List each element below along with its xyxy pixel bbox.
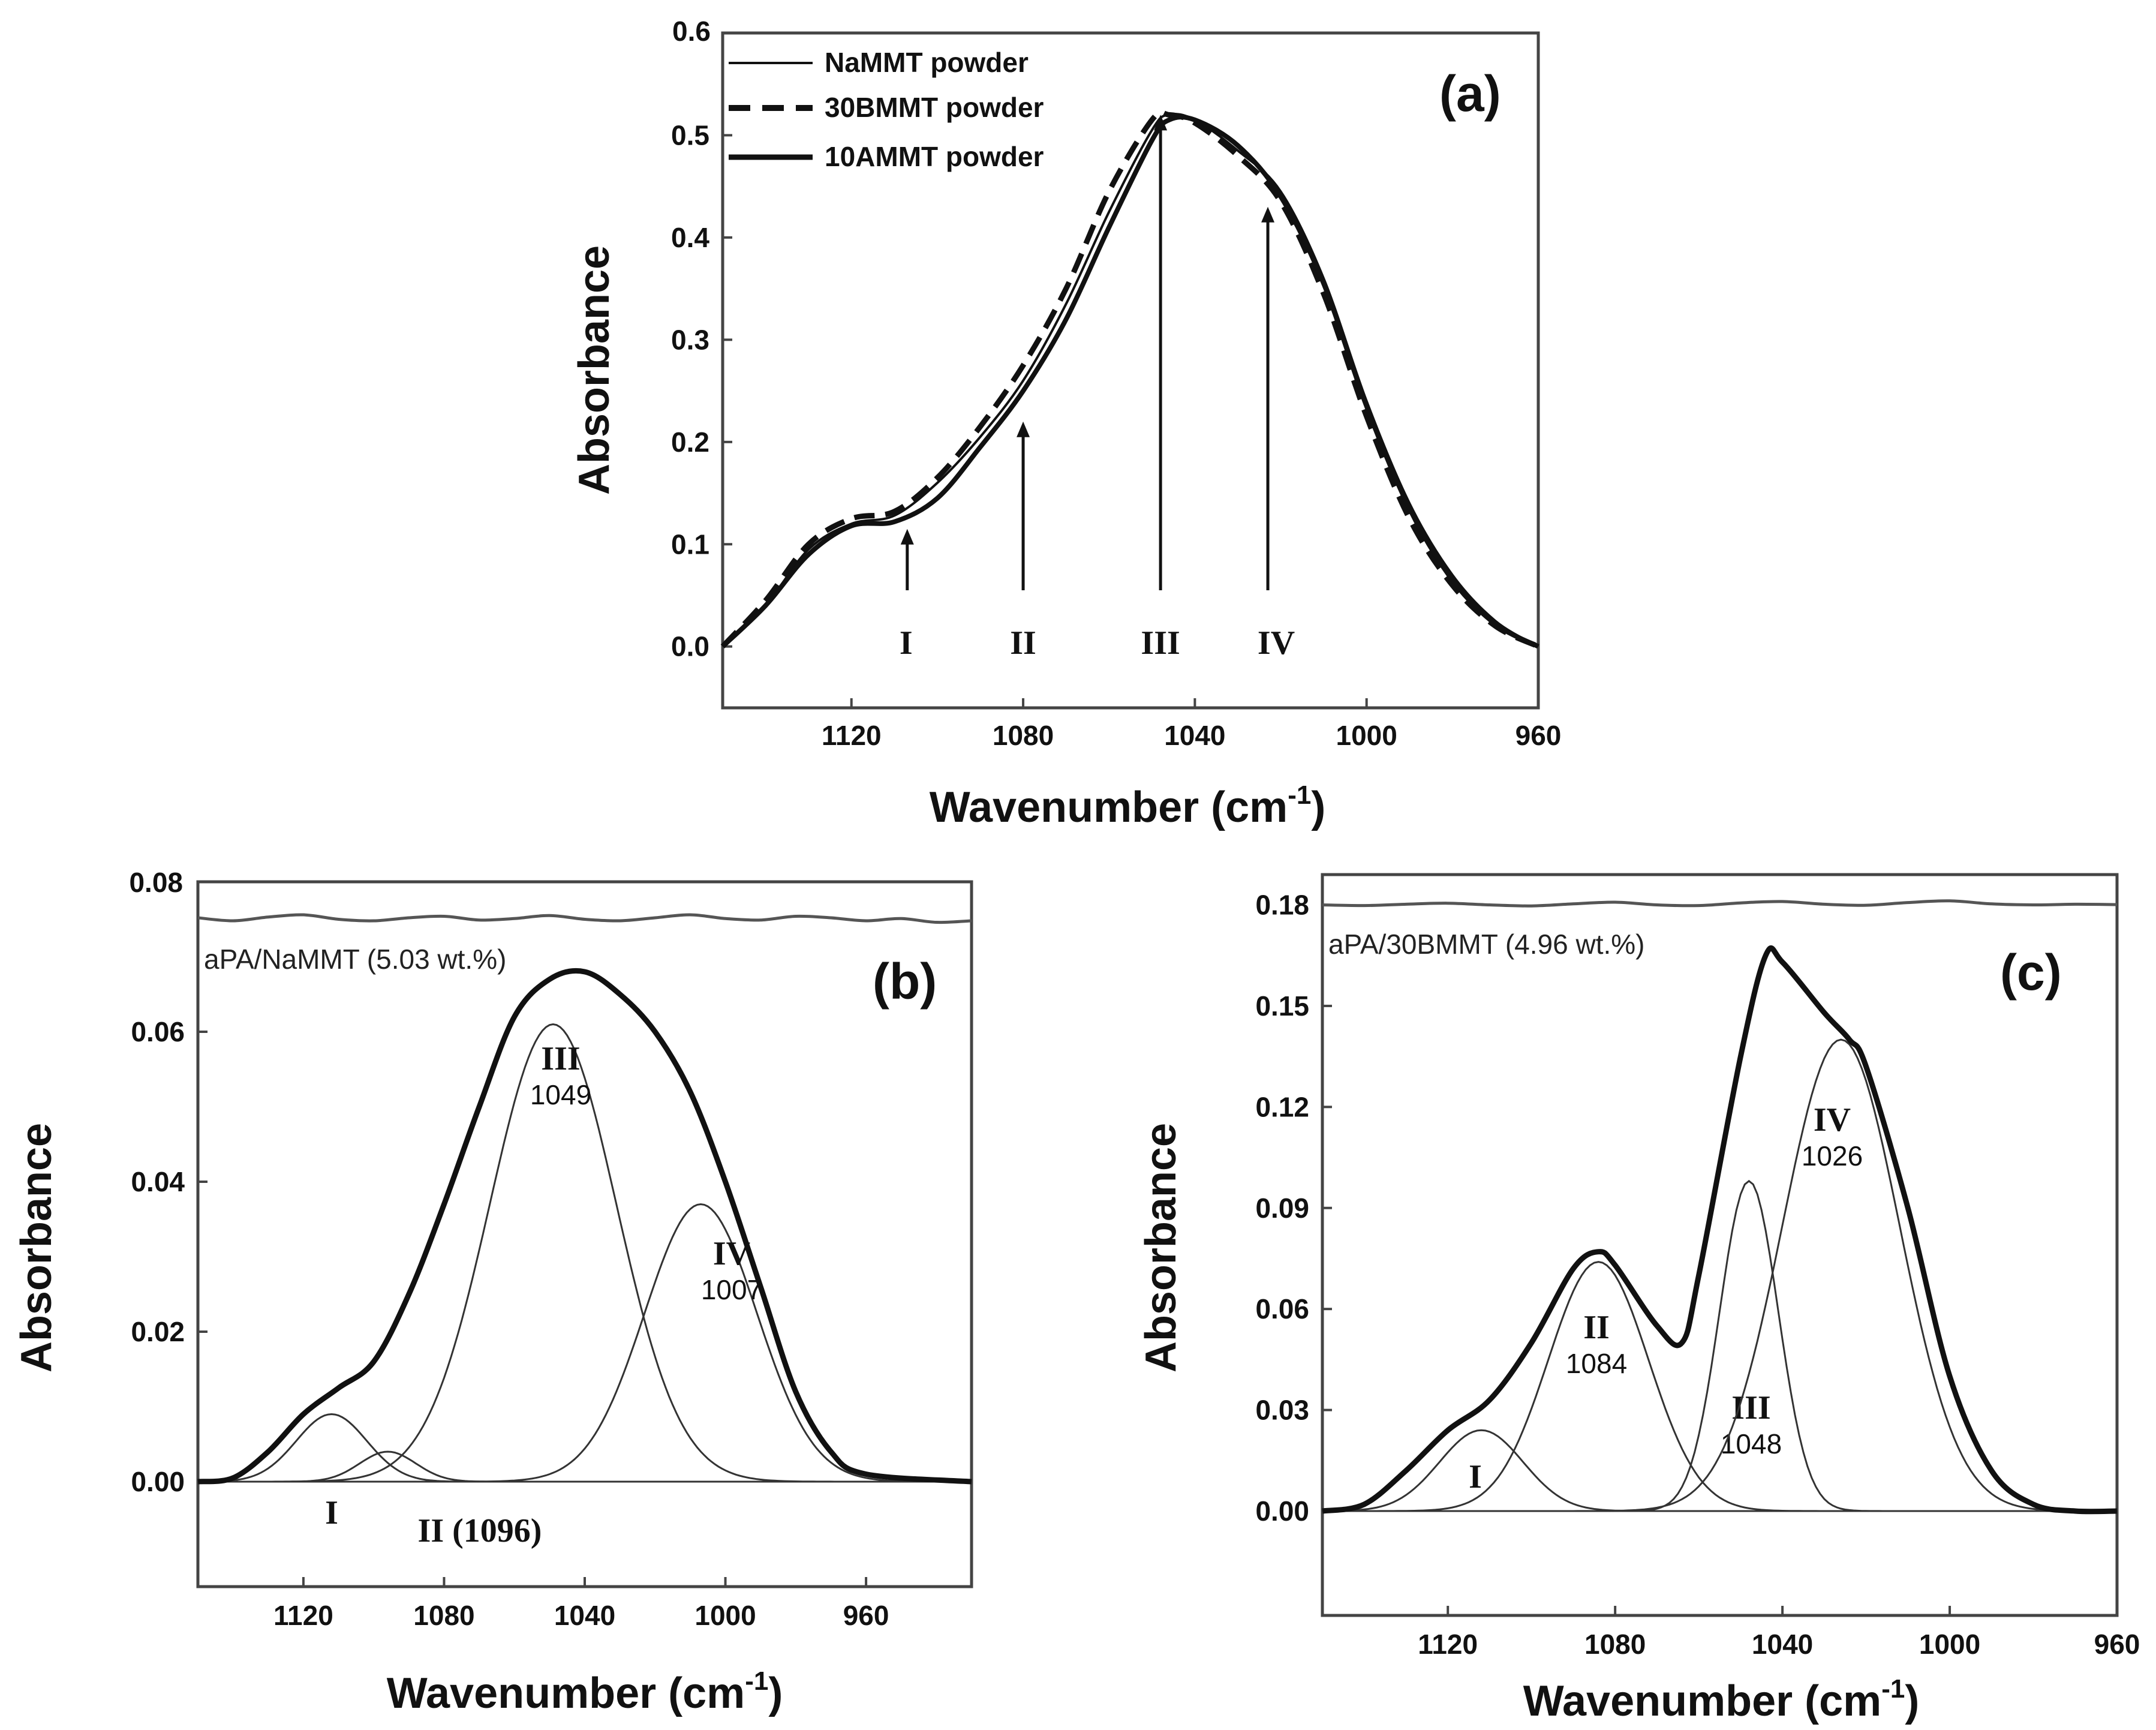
panel-c-sample-label: aPA/30BMMT (4.96 wt.%) — [1328, 929, 1644, 960]
component-curve-2 — [198, 1450, 972, 1483]
y-axis-max-label: 0.08 — [129, 867, 183, 898]
y-tick-label: 0.03 — [1255, 1395, 1309, 1426]
x-tick-label: 1040 — [554, 1600, 615, 1631]
x-tick-label: 1120 — [273, 1600, 333, 1631]
x-tick-label: 1120 — [1418, 1629, 1478, 1660]
panel-b-label: (b) — [873, 953, 937, 1010]
annotation-arrowhead-1 — [900, 528, 914, 545]
y-axis-label: Absorbance — [570, 245, 618, 495]
annotation-label-1: I — [900, 624, 913, 662]
y-axis-label: Absorbance — [1137, 1123, 1185, 1372]
x-tick-label: 960 — [843, 1600, 889, 1631]
y-tick-label: 0.12 — [1255, 1091, 1309, 1122]
x-axis-label: Wavenumber (cm-1) — [930, 780, 1326, 831]
legend-label-30bmmt: 30BMMT powder — [825, 92, 1044, 123]
y-tick-label: 0.0 — [671, 631, 709, 662]
panel-b-sample-label: aPA/NaMMT (5.03 wt.%) — [204, 944, 506, 975]
component-value-4: 1026 — [1802, 1140, 1863, 1172]
envelope-curve — [197, 968, 972, 1485]
x-axis-label: Wavenumber (cm-1) — [1523, 1674, 1920, 1725]
x-tick-label: 1080 — [993, 720, 1054, 751]
y-tick-label: 0.1 — [671, 528, 709, 560]
x-tick-label: 1000 — [1336, 720, 1397, 751]
component-value-3: 1049 — [530, 1079, 591, 1110]
x-tick-label: 1120 — [822, 720, 882, 751]
y-tick-label: 0.06 — [131, 1016, 185, 1047]
x-tick-label: 1000 — [694, 1600, 756, 1631]
x-tick-label: 1040 — [1164, 720, 1225, 751]
reference-baseline — [1322, 899, 2118, 908]
y-tick-label: 0.06 — [1255, 1293, 1309, 1324]
series-line-2 — [720, 109, 1539, 649]
component-curve-3 — [1322, 1179, 2117, 1512]
y-tick-label: 0.2 — [671, 427, 709, 458]
component-label-1: I — [325, 1494, 338, 1531]
component-curve-2 — [1322, 1261, 2117, 1512]
y-tick-label: 0.09 — [1255, 1193, 1309, 1224]
component-label-2: II (1096) — [418, 1512, 542, 1549]
component-label-1: I — [1469, 1458, 1482, 1495]
component-label-3: III — [1731, 1389, 1770, 1426]
series-line-3 — [721, 115, 1539, 649]
component-value-2: 1084 — [1566, 1348, 1627, 1379]
y-tick-label: 0.04 — [131, 1166, 185, 1197]
envelope-curve — [1322, 945, 2118, 1515]
y-tick-label: 0.00 — [131, 1466, 185, 1497]
annotation-label-2: II — [1010, 624, 1036, 662]
legend-label-10ammt: 10AMMT powder — [825, 141, 1044, 172]
reference-baseline — [197, 913, 972, 924]
y-axis-label: Absorbance — [13, 1123, 61, 1372]
panel-a-legend: NaMMT powder 30BMMT powder 10AMMT powder — [729, 47, 1044, 172]
y-tick-label: 0.02 — [131, 1316, 185, 1347]
annotation-label-4: IV — [1258, 624, 1295, 662]
component-label-4: IV — [1814, 1101, 1851, 1139]
component-curve-4 — [1322, 1038, 2117, 1512]
panel-c-chart: 1120 1080 1040 1000 960 0.00 0.03 0.06 0.09 0.12 0… — [1137, 873, 2140, 1725]
panel-a-label: (a) — [1439, 65, 1501, 122]
x-tick-label: 1040 — [1752, 1629, 1813, 1660]
y-axis-max-label: 0.6 — [672, 16, 711, 47]
annotation-arrowhead-2 — [1017, 421, 1030, 437]
x-tick-label: 1000 — [1919, 1629, 1980, 1660]
y-tick-label: 0.5 — [671, 119, 709, 151]
component-value-4: 1007 — [701, 1274, 762, 1305]
annotation-arrowhead-3 — [1154, 115, 1168, 131]
panel-c-frame — [1321, 873, 2119, 1617]
component-value-3: 1048 — [1721, 1428, 1782, 1459]
panel-c-label: (c) — [2000, 944, 2062, 1001]
y-tick-label: 0.3 — [671, 324, 709, 355]
y-tick-label: 0.4 — [671, 222, 709, 253]
x-tick-label: 1080 — [1584, 1629, 1646, 1660]
y-tick-label: 0.15 — [1255, 990, 1309, 1022]
x-tick-label: 960 — [2094, 1629, 2140, 1660]
y-tick-label: 0.00 — [1255, 1495, 1309, 1527]
x-tick-label: 1080 — [413, 1600, 474, 1631]
legend-label-namm: NaMMT powder — [825, 47, 1029, 78]
x-axis-label: Wavenumber (cm-1) — [387, 1666, 783, 1717]
annotation-arrowhead-4 — [1261, 206, 1275, 223]
component-label-3: III — [541, 1040, 580, 1077]
component-label-2: II — [1583, 1309, 1610, 1346]
panel-a-frame — [721, 31, 1540, 710]
x-tick-label: 960 — [1515, 720, 1562, 751]
series-line-1 — [721, 113, 1539, 648]
y-tick-label: 0.18 — [1255, 890, 1309, 921]
component-curve-4 — [198, 1203, 972, 1483]
annotation-label-3: III — [1141, 624, 1180, 662]
